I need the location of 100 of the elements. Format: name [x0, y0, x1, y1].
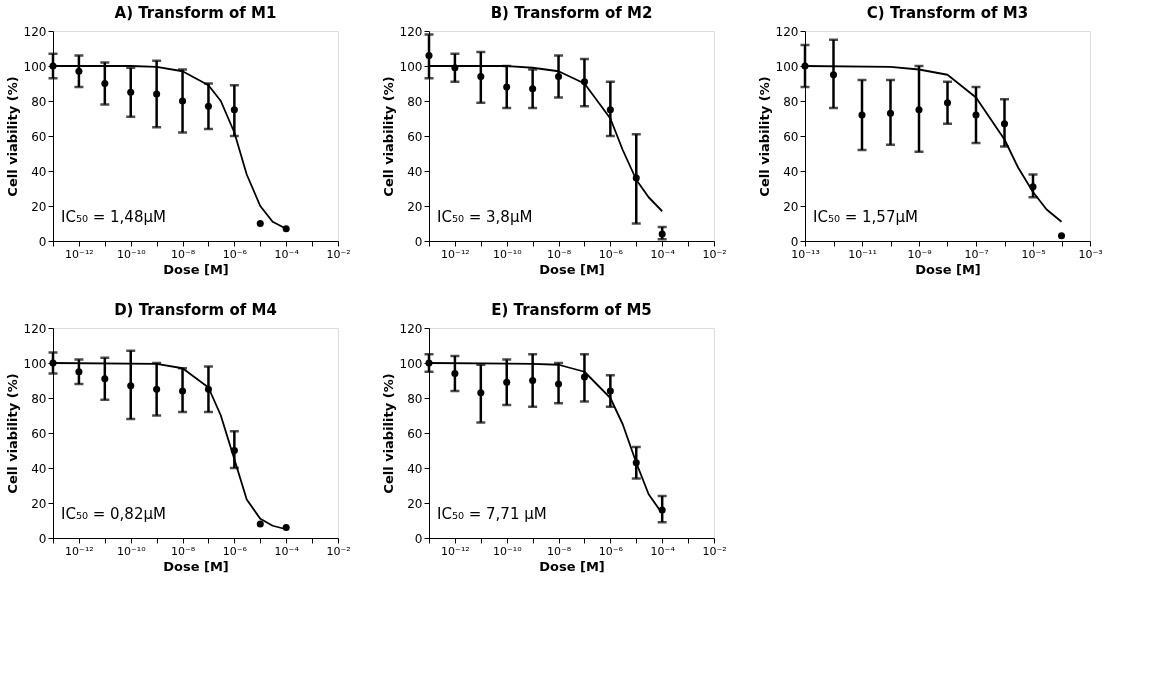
chart-title: D) Transform of M4 — [114, 301, 277, 319]
y-tick-label: 80 — [31, 94, 47, 109]
point — [606, 387, 614, 395]
y-tick-label: 100 — [23, 356, 47, 371]
x-tick-label: 10⁻⁴ — [650, 247, 676, 261]
point — [256, 219, 264, 228]
chart-title: A) Transform of M1 — [114, 4, 277, 22]
y-tick-label: 120 — [23, 321, 47, 336]
y-axis-title: Cell viability (%) — [4, 76, 20, 197]
y-tick-label: 100 — [399, 356, 423, 371]
y-tick-label: 60 — [783, 129, 799, 144]
point — [1029, 183, 1037, 191]
x-axis-title: Dose [M] — [539, 261, 605, 277]
y-tick-label: 80 — [407, 94, 423, 109]
x-tick-label: 10⁻¹⁰ — [492, 247, 523, 261]
chart-title: E) Transform of M5 — [491, 301, 652, 319]
point — [451, 64, 459, 72]
point — [204, 385, 212, 393]
x-tick-label: 10⁻⁶ — [222, 247, 248, 261]
y-tick-label: 60 — [31, 129, 47, 144]
x-tick-label: 10⁻⁶ — [598, 247, 624, 261]
x-tick-label: 10⁻¹⁰ — [116, 247, 147, 261]
point — [606, 106, 614, 114]
point — [282, 225, 290, 233]
chart-title: B) Transform of M2 — [490, 4, 653, 22]
point — [179, 387, 187, 395]
y-tick-label: 120 — [399, 24, 423, 39]
point — [1000, 120, 1009, 128]
y-tick-label: 0 — [790, 234, 799, 249]
y-tick-label: 20 — [407, 496, 423, 511]
point — [943, 99, 952, 107]
point — [179, 97, 187, 105]
point — [503, 378, 511, 386]
x-tick-label: 10⁻⁴ — [274, 247, 300, 261]
x-tick-label: 10⁻¹⁰ — [116, 544, 147, 558]
x-tick-label: 10⁻⁴ — [274, 544, 300, 558]
y-tick-label: 120 — [23, 24, 47, 39]
point — [101, 375, 109, 383]
y-tick-label: 20 — [31, 496, 47, 511]
x-tick-label: 10⁻¹³ — [791, 247, 820, 261]
x-axis-title: Dose [M] — [539, 558, 605, 574]
y-axis-title: Cell viability (%) — [380, 76, 396, 197]
y-tick-label: 40 — [31, 164, 47, 179]
point — [632, 459, 640, 467]
x-tick-label: 10⁻³ — [1078, 247, 1103, 261]
point — [1057, 232, 1066, 240]
x-tick-label: 10⁻⁸ — [170, 544, 196, 558]
point — [75, 368, 83, 376]
annotation: IC₅₀ = 1,57μM — [813, 208, 918, 226]
x-tick-label: 10⁻¹² — [441, 544, 470, 558]
point — [204, 102, 212, 110]
point — [153, 90, 161, 98]
x-tick-label: 10⁻⁸ — [546, 247, 572, 261]
point — [580, 78, 588, 86]
y-tick-label: 80 — [783, 94, 799, 109]
point — [256, 520, 264, 528]
y-tick-label: 20 — [783, 199, 799, 214]
x-tick-label: 10⁻⁸ — [546, 544, 572, 558]
x-axis-title: Dose [M] — [915, 261, 981, 277]
x-tick-label: 10⁻⁴ — [650, 544, 676, 558]
x-axis-title: Dose [M] — [163, 558, 229, 574]
x-axis-title: Dose [M] — [163, 261, 229, 277]
y-tick-label: 60 — [31, 426, 47, 441]
y-tick-label: 100 — [775, 59, 799, 74]
y-tick-label: 40 — [407, 461, 423, 476]
y-tick-label: 40 — [31, 461, 47, 476]
y-axis-title: Cell viability (%) — [4, 373, 20, 494]
point — [829, 71, 838, 79]
x-tick-label: 10⁻¹⁰ — [492, 544, 523, 558]
y-tick-label: 40 — [407, 164, 423, 179]
point — [915, 106, 923, 114]
point — [230, 446, 238, 455]
point — [451, 369, 459, 378]
annotation: IC₅₀ = 3,8μM — [437, 208, 533, 226]
y-tick-label: 80 — [407, 391, 423, 406]
annotation: IC₅₀ = 1,48μM — [61, 208, 166, 226]
point — [153, 385, 161, 393]
point — [477, 389, 485, 397]
x-tick-label: 10⁻⁷ — [964, 247, 989, 261]
point — [886, 109, 895, 117]
x-tick-label: 10⁻² — [326, 247, 351, 261]
point — [555, 72, 563, 81]
annotation: IC₅₀ = 7,71 μM — [437, 505, 547, 523]
y-tick-label: 20 — [407, 199, 423, 214]
point — [529, 376, 537, 385]
point — [972, 111, 980, 119]
y-tick-label: 20 — [31, 199, 47, 214]
x-tick-label: 10⁻⁶ — [222, 544, 248, 558]
point — [127, 88, 135, 96]
x-tick-label: 10⁻⁸ — [170, 247, 196, 261]
point — [858, 111, 866, 119]
y-tick-label: 100 — [399, 59, 423, 74]
point — [230, 106, 238, 114]
point — [101, 79, 109, 88]
y-tick-label: 0 — [38, 234, 47, 249]
y-tick-label: 100 — [23, 59, 47, 74]
point — [75, 67, 83, 75]
x-tick-label: 10⁻¹² — [65, 247, 94, 261]
point — [529, 85, 537, 93]
point — [477, 72, 485, 81]
